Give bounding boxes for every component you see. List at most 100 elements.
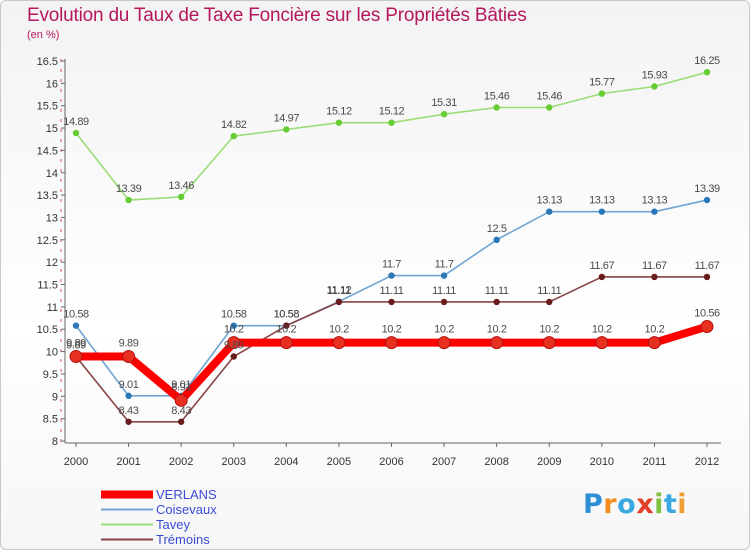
- data-label: 10.2: [224, 324, 244, 336]
- data-point: [385, 336, 398, 350]
- data-point: [440, 111, 448, 118]
- legend-label-tavey: Tavey: [156, 517, 190, 532]
- data-label: 10.58: [274, 309, 300, 321]
- data-point: [703, 68, 711, 76]
- x-tick-label: 2010: [590, 456, 614, 468]
- data-label: 9.89: [119, 338, 139, 350]
- data-label: 10.58: [221, 309, 247, 321]
- data-point: [388, 119, 395, 126]
- data-label: 16.25: [694, 55, 720, 67]
- x-tick-label: 2008: [484, 456, 508, 468]
- x-tick-label: 2012: [695, 456, 719, 468]
- y-tick-label: 13.5: [37, 190, 58, 202]
- data-label: 15.77: [589, 77, 615, 89]
- data-label: 9.89: [66, 338, 86, 350]
- data-label: 12.5: [487, 223, 507, 235]
- data-point: [595, 336, 609, 350]
- data-label: 13.13: [536, 195, 562, 207]
- logo-letter: o: [617, 489, 637, 520]
- data-label: 11.11: [485, 285, 509, 297]
- series-line-trémoins: [75, 276, 708, 423]
- x-tick-label: 2001: [116, 456, 140, 468]
- logo-letter: P: [583, 489, 604, 520]
- data-label: 15.93: [642, 69, 668, 81]
- data-label: 15.12: [326, 106, 352, 118]
- legend-item-coisevaux: Coisevaux: [101, 502, 217, 517]
- y-tick-label: 13: [46, 212, 58, 224]
- data-label: 13.46: [168, 180, 194, 192]
- data-label: 11.11: [432, 285, 456, 297]
- y-tick-label: 12.5: [37, 235, 58, 247]
- data-label: 9.01: [119, 379, 139, 391]
- legend-label-coisevaux: Coisevaux: [156, 502, 217, 517]
- y-tick-label: 8: [52, 436, 58, 448]
- data-point: [542, 336, 556, 350]
- data-point: [335, 119, 343, 126]
- data-point: [598, 208, 606, 215]
- data-label: 11.67: [642, 260, 667, 272]
- data-point: [598, 273, 606, 281]
- y-tick-label: 10: [46, 347, 58, 359]
- x-tick-label: 2009: [537, 456, 561, 468]
- data-point: [125, 418, 132, 425]
- data-point: [651, 83, 658, 90]
- y-tick-label: 11.5: [37, 280, 58, 292]
- data-label: 13.13: [589, 195, 615, 207]
- data-point: [546, 208, 553, 215]
- data-label: 11.11: [537, 285, 561, 297]
- proxiti-logo: Proxiti: [583, 489, 687, 520]
- data-point: [72, 129, 80, 137]
- data-point: [227, 336, 241, 350]
- unit-label: (en %): [27, 29, 60, 41]
- data-label: 10.58: [63, 309, 89, 321]
- legend-swatch-verlans: [101, 490, 153, 499]
- logo-letter: t: [663, 489, 678, 520]
- data-label: 10.2: [276, 324, 296, 336]
- y-tick-label: 14: [46, 168, 58, 180]
- data-label: 8.43: [171, 405, 191, 417]
- data-label: 11.11: [327, 285, 351, 297]
- data-label: 11.7: [382, 259, 401, 271]
- data-label: 13.13: [642, 195, 668, 207]
- y-tick-label: 9.5: [43, 369, 58, 381]
- y-tick-label: 12: [46, 257, 58, 269]
- data-point: [174, 393, 188, 407]
- data-label: 14.97: [274, 112, 300, 124]
- data-point: [230, 353, 237, 360]
- data-point: [493, 236, 500, 244]
- data-label: 10.2: [645, 324, 665, 336]
- data-label: 10.2: [592, 324, 612, 336]
- data-label: 11.67: [695, 260, 720, 272]
- legend-swatch-coisevaux: [101, 508, 153, 511]
- legend-swatch-tremoins: [101, 538, 153, 541]
- data-point: [703, 273, 711, 281]
- data-label: 8.43: [119, 405, 139, 417]
- data-point: [440, 272, 448, 279]
- y-tick-label: 16.5: [37, 56, 58, 68]
- data-label: 8.91: [171, 381, 191, 393]
- data-point: [651, 208, 658, 215]
- data-label: 14.82: [221, 119, 247, 131]
- y-tick-label: 9: [52, 391, 58, 403]
- data-label: 15.46: [484, 90, 510, 102]
- data-label: 14.89: [63, 116, 89, 128]
- data-label: 9.01: [171, 379, 191, 391]
- legend: VERLANS Coisevaux Tavey Trémoins: [101, 487, 217, 547]
- y-tick-label: 10.5: [37, 324, 58, 336]
- data-label: 15.12: [379, 106, 405, 118]
- data-point: [230, 322, 237, 329]
- data-point: [332, 336, 346, 350]
- x-tick-label: 2011: [643, 456, 667, 468]
- x-tick-label: 2005: [327, 456, 351, 468]
- series-line-coisevaux: [75, 199, 708, 397]
- data-point: [388, 272, 395, 279]
- logo-letter: r: [603, 489, 618, 520]
- data-point: [283, 126, 290, 133]
- legend-label-tremoins: Trémoins: [156, 532, 210, 547]
- data-label: 10.2: [382, 324, 402, 336]
- data-label: 10.2: [329, 324, 349, 336]
- y-tick-label: 14.5: [37, 145, 58, 157]
- data-label: 9.89: [66, 340, 86, 352]
